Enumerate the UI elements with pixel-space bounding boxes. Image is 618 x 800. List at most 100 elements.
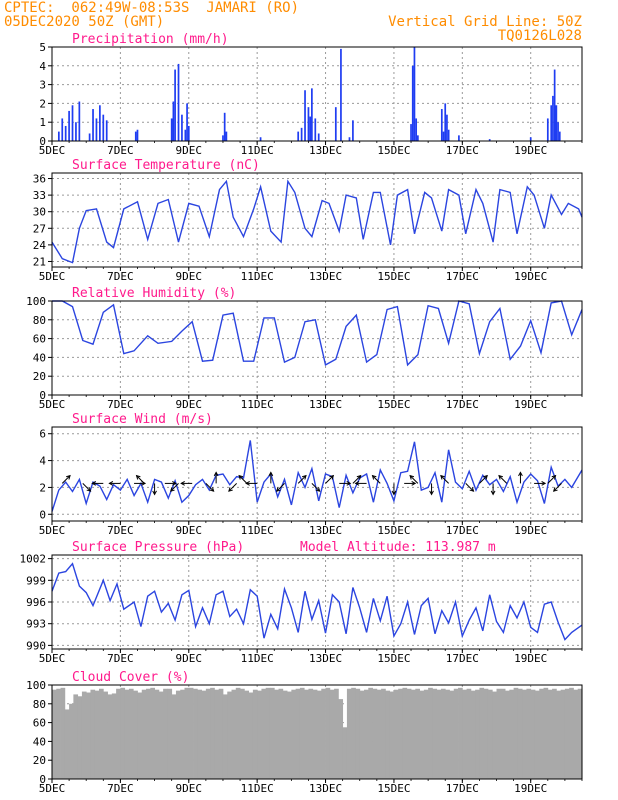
panel-frame <box>51 300 583 396</box>
x-tick-label: 11DEC <box>241 270 274 283</box>
x-tick-label: 13DEC <box>309 270 342 283</box>
panel-3: 5DEC 7DEC 9DEC 11DEC 13DEC 15DEC 17DEC 19DEC 0 20… <box>26 286 583 411</box>
wind-arrow <box>245 481 258 486</box>
x-tick-label: 13DEC <box>309 652 342 665</box>
wind-arrow-head <box>541 481 547 486</box>
wind-arrow-shaft <box>276 483 285 492</box>
panel-title: Cloud Cover (%) <box>72 670 189 685</box>
wind-arrow-shaft <box>498 475 508 484</box>
x-tick-label: 17DEC <box>446 652 479 665</box>
cloud-bar <box>402 687 408 779</box>
cloud-bar <box>282 690 288 779</box>
wind-arrow-head <box>228 487 233 492</box>
cloud-bar <box>107 694 113 779</box>
x-tick-label: 7DEC <box>107 398 134 411</box>
y-tick-label: 1002 <box>20 553 47 566</box>
wind-arrow-head <box>498 474 503 480</box>
precip-bar <box>170 118 173 141</box>
cloud-bar <box>419 690 425 779</box>
precip-bar <box>546 118 549 141</box>
wind-arrow-shaft <box>170 483 179 492</box>
wind-arrow-shaft <box>352 475 362 484</box>
wind-arrow <box>440 474 449 484</box>
y-tick-label: 80 <box>33 314 46 327</box>
y-tick-label: 0 <box>39 773 46 786</box>
y-tick-label: 36 <box>33 173 46 186</box>
cloud-bar <box>560 689 566 779</box>
wind-arrow-shaft <box>228 483 237 492</box>
wind-arrow <box>518 471 523 484</box>
y-tick-label: 33 <box>33 189 46 202</box>
precip-bar <box>410 124 412 141</box>
y-tick-label: 0 <box>39 135 46 148</box>
cloud-bar <box>372 688 378 779</box>
precip-bar <box>529 137 532 141</box>
wind-arrow-head <box>391 490 397 496</box>
wind-arrow-head <box>371 474 377 480</box>
cloud-bar <box>90 689 96 779</box>
cloud-bar <box>137 692 143 779</box>
x-tick-label: 15DEC <box>377 652 410 665</box>
cloud-bar <box>321 688 326 779</box>
y-tick-label: 993 <box>26 618 46 631</box>
precip-bar <box>334 107 337 141</box>
precip-bar <box>177 63 180 141</box>
precip-bar <box>68 110 70 141</box>
precip-bar <box>413 47 416 141</box>
x-tick-label: 5DEC <box>39 524 66 537</box>
cloud-bar <box>577 688 583 779</box>
cloud-bar <box>440 688 446 779</box>
header-date: 05DEC2020 50Z (GMT) <box>4 14 165 30</box>
cloud-bar <box>52 689 57 779</box>
x-tick-label: 7DEC <box>107 652 134 665</box>
wind-arrow <box>490 483 496 496</box>
cloud-bar <box>64 709 70 779</box>
wind-arrow-shaft <box>238 475 248 484</box>
wind-arrow <box>429 483 434 496</box>
cloud-bar <box>556 690 562 779</box>
y-tick-label: 1 <box>39 116 46 129</box>
y-tick-label: 990 <box>26 639 46 652</box>
wind-arrow-head <box>356 474 362 480</box>
wind-arrow <box>152 483 157 496</box>
x-tick-label: 19DEC <box>514 524 547 537</box>
y-tick-label: 24 <box>33 239 47 252</box>
cloud-bar <box>569 687 574 779</box>
precip-bar <box>225 131 228 141</box>
wind-arrow <box>108 481 121 486</box>
precip-bar <box>75 122 77 141</box>
wind-arrow <box>61 474 71 484</box>
cloud-bar <box>436 689 442 779</box>
cloud-bar <box>432 688 438 779</box>
panel-title: Surface Pressure (hPa) <box>72 540 244 555</box>
x-tick-label: 7DEC <box>107 782 134 795</box>
cloud-bar <box>205 688 211 779</box>
cloud-bar <box>231 689 237 779</box>
y-tick-label: 20 <box>33 754 46 767</box>
wind-arrow-head <box>170 487 175 492</box>
precip-bar <box>552 95 554 141</box>
cloud-bar <box>261 688 267 779</box>
x-tick-label: 17DEC <box>446 398 479 411</box>
cloud-bar <box>393 689 399 779</box>
cloud-bar <box>193 688 198 779</box>
x-tick-label: 11DEC <box>241 524 274 537</box>
x-tick-label: 17DEC <box>446 782 479 795</box>
cloud-bar <box>120 687 126 779</box>
cloud-bar <box>252 689 258 779</box>
precip-bar <box>458 135 460 141</box>
wind-arrow-head <box>440 474 445 480</box>
precip-bar <box>348 137 351 141</box>
wind-arrow-shaft <box>82 483 91 492</box>
wind-arrow-head <box>329 474 335 480</box>
cloud-bar <box>304 689 309 779</box>
x-tick-label: 13DEC <box>309 144 342 157</box>
x-tick-label: 9DEC <box>176 524 203 537</box>
cloud-bar <box>338 699 344 779</box>
cloud-bar <box>94 690 100 779</box>
x-tick-label: 9DEC <box>176 782 203 795</box>
cloud-bar <box>227 691 232 779</box>
x-tick-label: 5DEC <box>39 270 66 283</box>
cloud-bar <box>248 692 254 779</box>
cloud-bar <box>462 689 467 779</box>
